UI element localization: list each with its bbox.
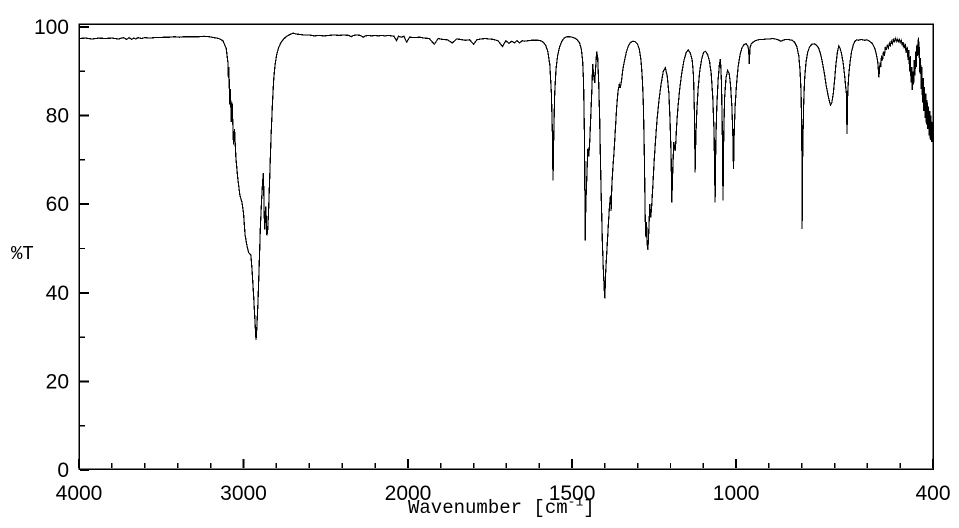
x-axis-title-superscript: -1 [567,494,584,510]
y-tick-label: 80 [46,105,69,128]
x-tick-label: 400 [915,482,950,505]
spectrum-curve [78,32,934,341]
x-axis-title-text: Wavenumber [cm [408,497,568,519]
x-axis-title-bracket: ] [583,497,595,519]
y-tick-label: 0 [57,459,69,482]
x-tick-label: 1000 [713,482,760,505]
x-axis-title: Wavenumber [cm-1] [408,494,595,519]
x-tick-label: 1500 [549,482,596,505]
y-tick-label: 60 [46,193,69,216]
y-tick-label: 100 [34,16,69,39]
plot-frame [78,23,934,470]
y-tick-label: 20 [46,370,69,393]
x-tick-label: 2000 [385,482,432,505]
x-tick-label: 3000 [220,482,267,505]
x-tick-label: 4000 [56,482,103,505]
y-tick-label: 40 [46,282,69,305]
y-axis-label: %T [11,243,34,265]
